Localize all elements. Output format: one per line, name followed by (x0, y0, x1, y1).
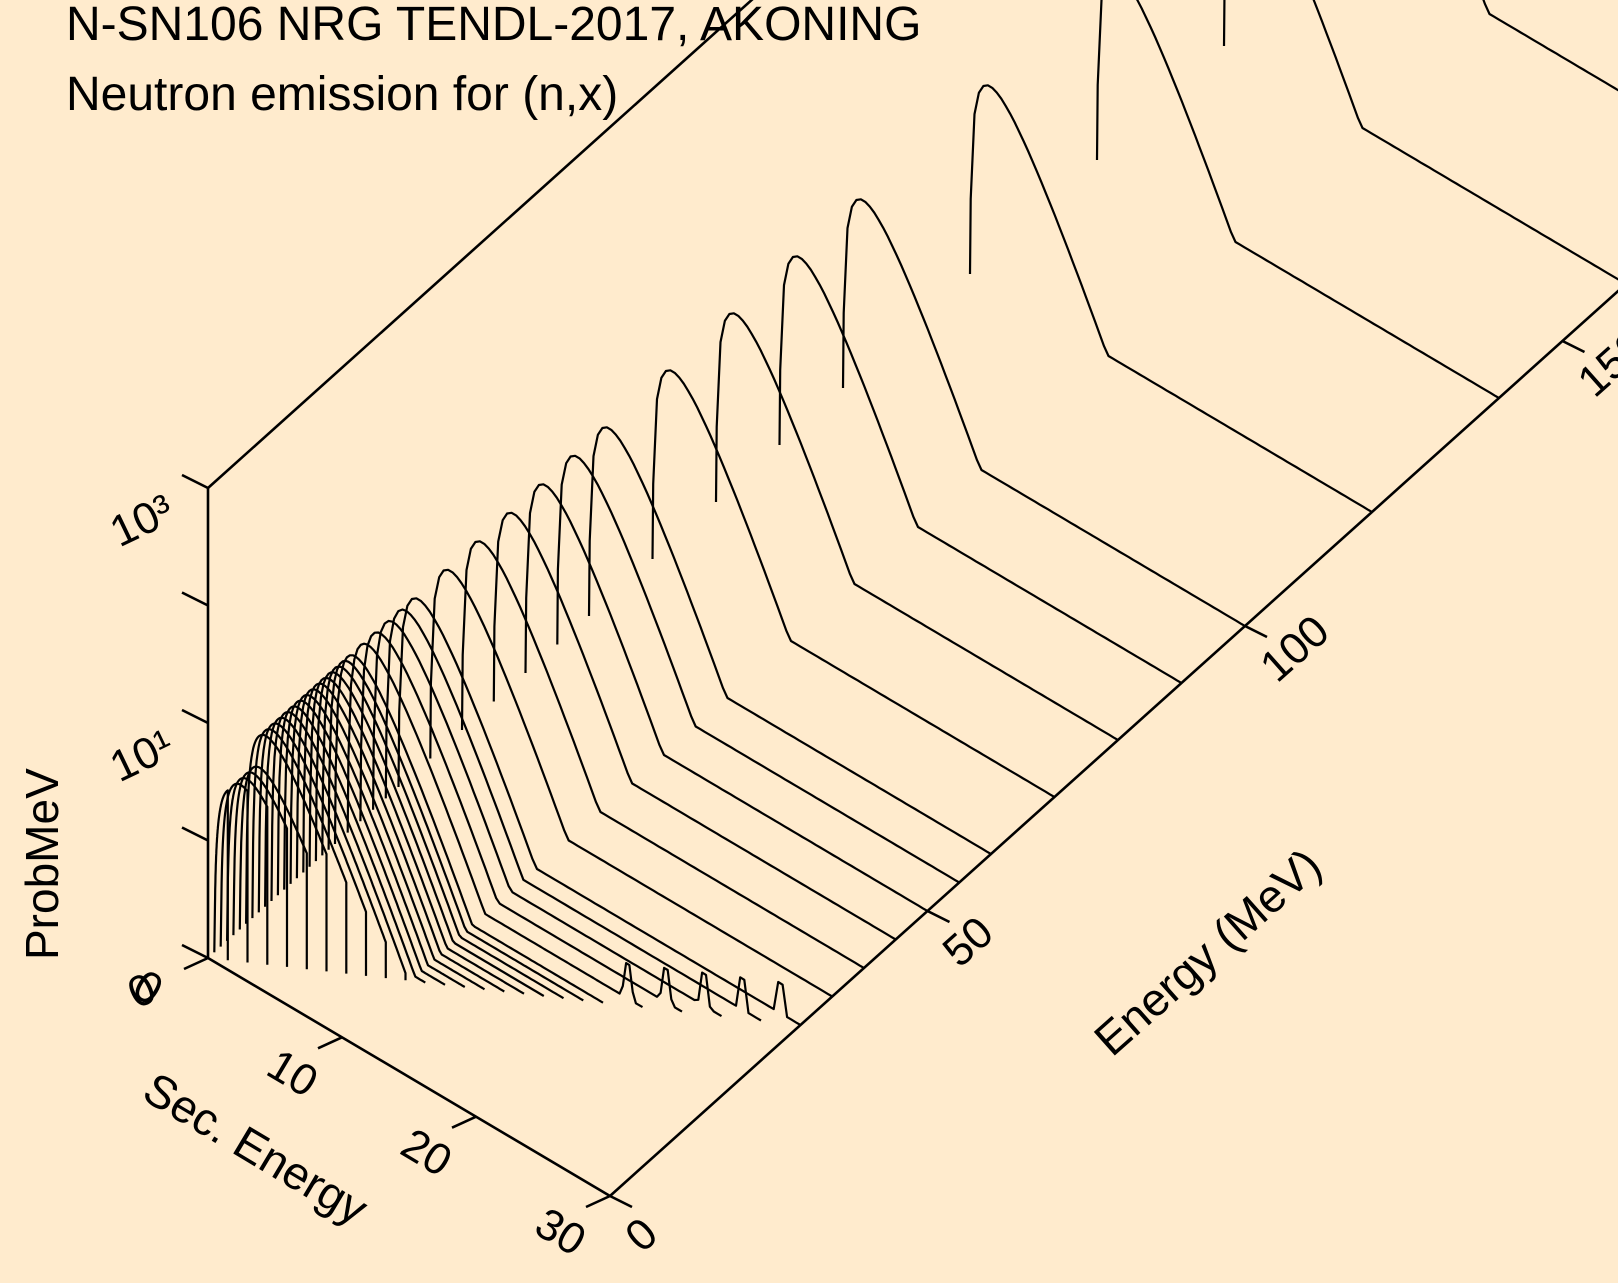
chart-title: N-SN106 NRG TENDL-2017, AKONING (66, 0, 921, 51)
z-tick-0.1 (181, 943, 209, 960)
spectrum-E30 (397, 597, 802, 1026)
y-tick-50 (926, 909, 951, 924)
spectrum-E22 (346, 642, 644, 1009)
spectrum-E70 (651, 369, 1056, 798)
y-tick-label-50: 50 (934, 907, 1003, 976)
spectrum-E80 (714, 312, 1119, 741)
y-tick-0 (609, 1194, 633, 1209)
spectrum-E12 (283, 699, 446, 986)
spectrum-E60 (587, 426, 992, 855)
spectrum-E8 (257, 722, 368, 976)
y-tick-150 (1561, 339, 1586, 354)
spectrum-E11 (276, 705, 426, 984)
frame-x-axis (207, 956, 611, 1198)
spectrum-E10 (270, 711, 407, 981)
z-tick-100 (181, 591, 209, 607)
spectrum-E50 (524, 483, 929, 912)
spectrum-E6 (245, 733, 328, 972)
spectrum-E160 (1222, 0, 1618, 281)
spectrum-E7 (251, 728, 348, 974)
x-axis-label: Sec. Energy (135, 1062, 377, 1235)
spectrum-E120 (968, 84, 1373, 513)
spectrum-E140 (1095, 0, 1500, 399)
frame-back-top-edge (207, 0, 754, 489)
x-tick-20 (451, 1115, 477, 1129)
axis-ticks: 0102030050100150200010¹10³ (102, 321, 1618, 1266)
spectrum-E19 (327, 659, 584, 1002)
y-axis-label: Energy (MeV) (1084, 838, 1331, 1065)
chart-subtitle: Neutron emission for (n,x) (66, 68, 618, 121)
y-tick-label-100: 100 (1251, 606, 1338, 691)
spectrum-E9 (264, 716, 387, 979)
spectrum-E5 (238, 765, 308, 970)
spectrum-E14 (295, 688, 486, 991)
spectrum-E18 (321, 665, 565, 1000)
spectrum-E40 (460, 540, 865, 969)
y-tick-100 (1244, 624, 1268, 639)
x-tick-label-10: 10 (259, 1040, 326, 1107)
spectrum-E90 (778, 255, 1183, 684)
x-tick-10 (317, 1036, 343, 1050)
z-tick-label-10¹: 10¹ (102, 720, 181, 792)
x-tick-0 (183, 956, 209, 971)
spectrum-E17 (314, 671, 545, 997)
spectrum-E100 (841, 198, 1246, 627)
z-tick-1000 (181, 473, 209, 490)
spectrum-E28 (384, 608, 762, 1022)
spectrum-E35 (429, 568, 833, 998)
spectrum-E180 (1482, 0, 1618, 92)
spectrum-E3 (226, 776, 269, 965)
spectrum-E45 (492, 511, 897, 941)
axes-frame (206, 0, 1618, 1198)
spectrum-E15 (302, 682, 505, 993)
spectra-curves (213, 0, 1618, 1026)
spectrum-E55 (556, 454, 960, 884)
spectrum-E4 (232, 771, 289, 967)
z-tick-label-10³: 10³ (102, 485, 181, 557)
spectrum-E20 (333, 654, 604, 1004)
z-axis-label: ProbMeV (16, 768, 68, 960)
spectrum-E24 (359, 631, 683, 1013)
y-tick-label-150: 150 (1569, 321, 1618, 406)
spectrum-E1 (213, 789, 229, 961)
x-tick-label-20: 20 (393, 1119, 460, 1186)
y-tick-label-0: 0 (616, 1209, 667, 1262)
spectrum-E13 (289, 693, 466, 988)
x-tick-30 (585, 1194, 611, 1209)
spectrum-E16 (308, 676, 525, 995)
x-tick-label-30: 30 (527, 1199, 594, 1266)
spectrum-E2 (219, 782, 249, 963)
z-tick-10 (181, 708, 209, 725)
z-tick-1 (181, 826, 209, 842)
